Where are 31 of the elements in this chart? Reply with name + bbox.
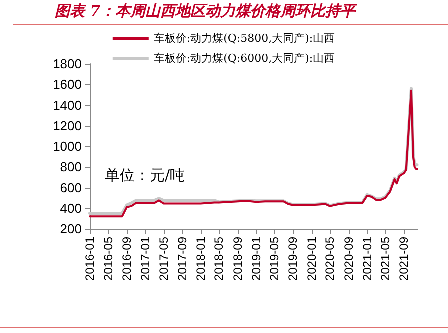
- x-tick-label: 2018-05: [212, 236, 226, 282]
- x-tick-label: 2021-09: [397, 236, 412, 282]
- x-tick-label: 2017-09: [175, 236, 190, 282]
- legend-label: 车板价:动力煤(Q:5800,大同产):山西: [154, 32, 336, 45]
- x-tick-label: 2019-09: [286, 236, 300, 282]
- x-tick-label: 2021-01: [360, 236, 374, 282]
- x-tick-label: 2018-09: [230, 236, 245, 282]
- y-tick-label: 1600: [53, 77, 82, 92]
- y-tick-label: 200: [60, 222, 82, 236]
- y-tick-label: 800: [60, 160, 82, 175]
- y-tick-label: 1200: [53, 118, 82, 134]
- y-tick-label: 400: [60, 200, 82, 216]
- chart-title: 图表 7：本周山西地区动力煤价格周环比持平: [55, 2, 356, 21]
- x-tick-label: 2019-01: [249, 236, 264, 282]
- x-tick-label: 2019-05: [268, 236, 282, 282]
- x-tick-label: 2020-09: [342, 236, 356, 282]
- x-tick-label: 2016-05: [101, 236, 116, 282]
- x-tick-label: 2021-05: [378, 236, 393, 282]
- annotation: 单位：元/吨: [105, 166, 186, 184]
- y-tick-label: 600: [60, 180, 82, 196]
- x-tick-label: 2020-05: [323, 236, 338, 282]
- legend-label: 车板价:动力煤(Q:6000,大同产):山西: [154, 52, 336, 65]
- y-tick-label: 1000: [53, 139, 82, 154]
- x-tick-label: 2018-01: [194, 236, 208, 282]
- y-tick-label: 1800: [53, 56, 82, 72]
- x-tick-label: 2017-05: [156, 236, 171, 282]
- y-tick-label: 1400: [53, 98, 82, 113]
- x-tick-label: 2016-09: [120, 236, 134, 282]
- x-tick-label: 2017-01: [138, 236, 153, 282]
- x-tick-label: 2020-01: [304, 236, 319, 282]
- x-tick-label: 2016-01: [83, 236, 97, 282]
